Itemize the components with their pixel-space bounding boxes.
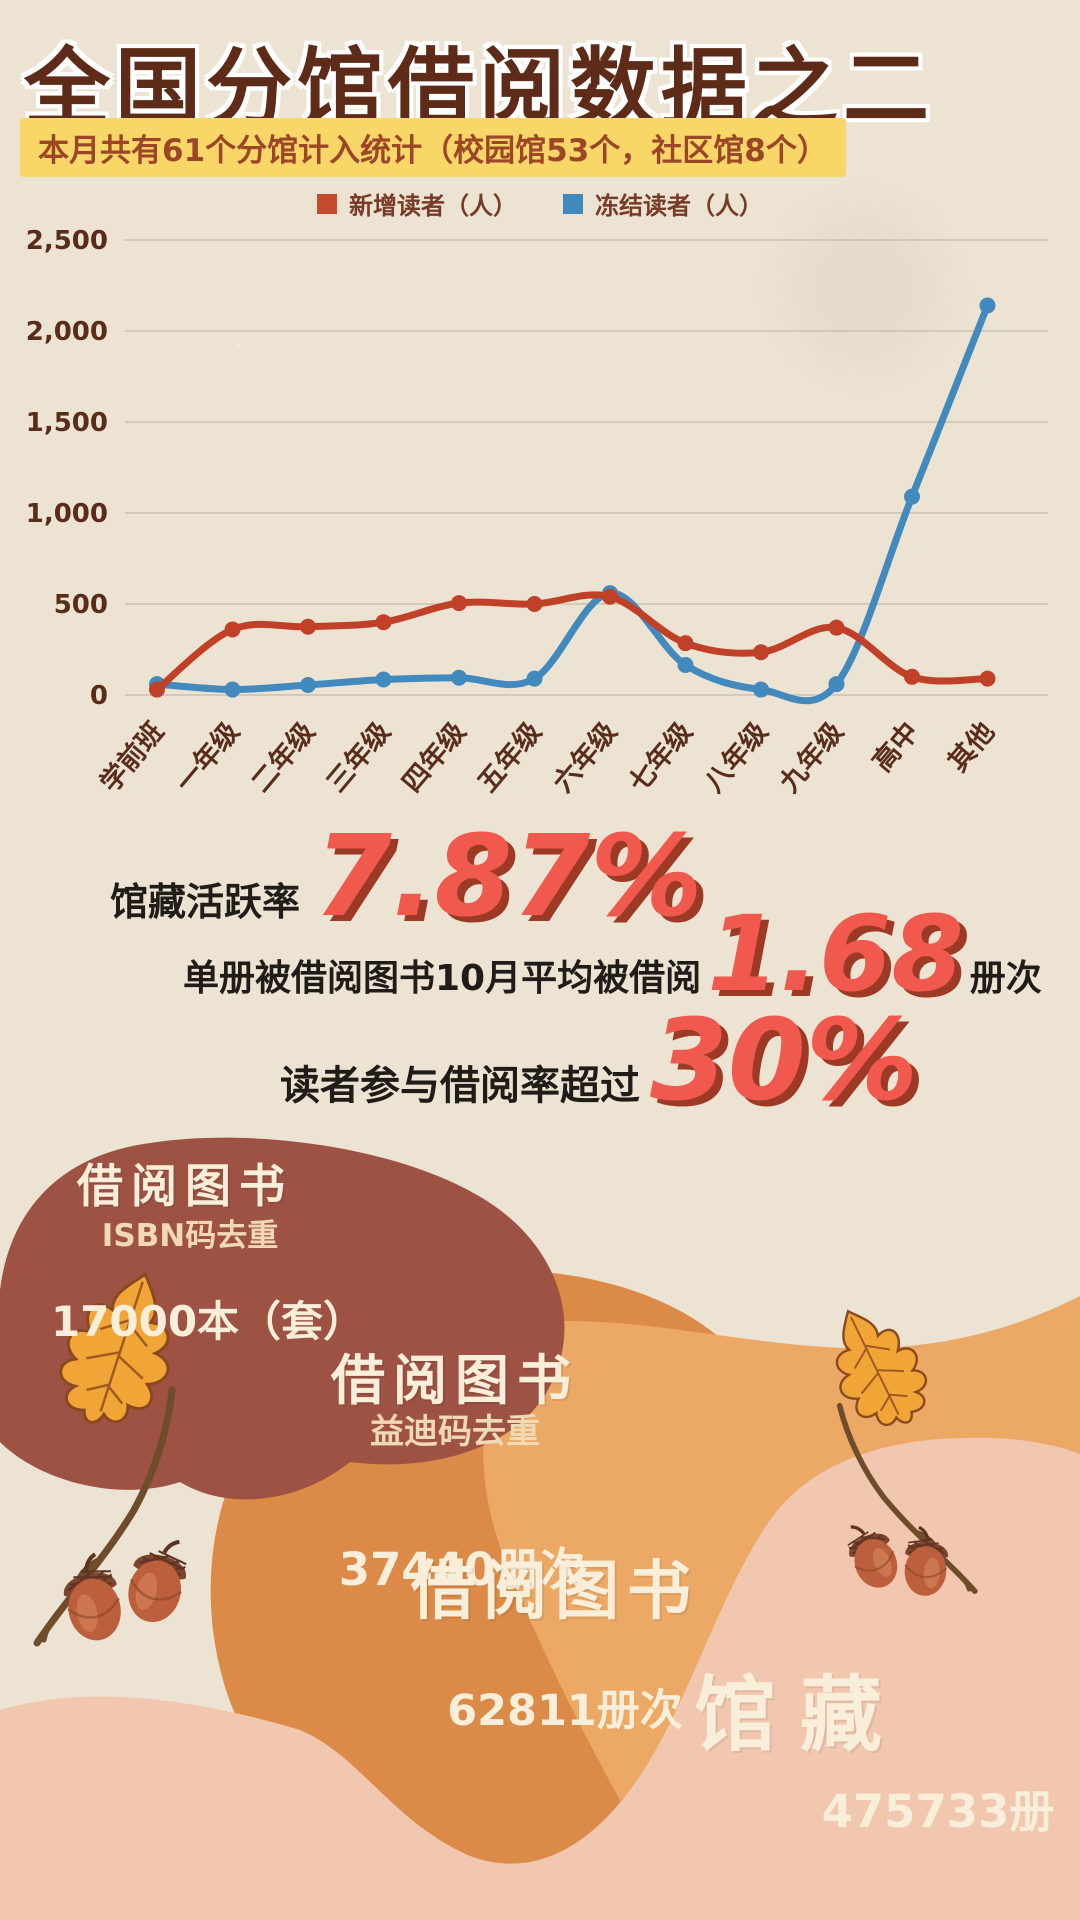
data-point (904, 668, 920, 685)
data-point (451, 669, 467, 686)
isbn-blob-value: 17000本（套） (50, 1297, 366, 1346)
x-axis-tick-label: 一年级 (169, 716, 246, 799)
data-point (526, 596, 543, 612)
x-axis-tick-label: 学前班 (94, 716, 171, 799)
x-axis-tick-label: 二年级 (245, 716, 322, 799)
yidi-blob-value: 37440册次 (338, 1543, 586, 1596)
data-point (979, 297, 996, 314)
data-point (828, 619, 845, 636)
yidi-blob-title: 借阅图书 (331, 1349, 579, 1412)
data-point (375, 671, 392, 688)
stat-value: 7.87% (314, 812, 703, 942)
collection-blob-value: 475733册 (821, 1785, 1055, 1838)
x-axis-tick-label: 六年级 (547, 716, 624, 799)
y-axis-tick-label: 2,000 (26, 317, 108, 347)
data-point (979, 670, 996, 687)
series-line-新增读者（人） (153, 591, 991, 694)
data-point (602, 588, 618, 605)
data-point (451, 595, 467, 612)
x-axis-tick-label: 八年级 (698, 716, 775, 799)
data-point (753, 644, 769, 661)
x-axis-tick-label: 四年级 (396, 716, 473, 799)
data-point (149, 681, 165, 698)
data-point (828, 676, 845, 693)
total-blob-value: 62811册次 (447, 1686, 683, 1736)
data-point (300, 618, 316, 635)
total-blob-title: 借阅图书 (411, 1555, 699, 1629)
x-axis-tick-label: 其他 (942, 717, 1000, 778)
data-point (375, 614, 392, 631)
isbn-blob-title: 借阅图书 (77, 1159, 293, 1213)
stat-avg-borrow: 单册被借阅图书10月平均被借阅 1.68 册次 (183, 893, 1042, 1015)
x-axis-tick-label: 七年级 (622, 716, 699, 799)
y-axis-tick-label: 1,500 (26, 408, 108, 438)
stat-label: 馆藏活跃率 (110, 880, 301, 924)
legend-label: 冻结读者（人） (595, 192, 763, 220)
data-point (300, 676, 316, 693)
x-axis-tick-label: 高中 (866, 716, 925, 778)
data-point (753, 681, 769, 698)
stat-label: 读者参与借阅率超过 (280, 1063, 640, 1109)
subtitle-highlight: 本月共有61个分馆计入统计（校园馆53个，社区馆8个） (20, 118, 846, 177)
x-axis-tick-label: 九年级 (773, 716, 850, 799)
y-axis-tick-label: 1,000 (26, 499, 108, 529)
data-point (677, 656, 694, 673)
stat-value: 1.68 (707, 893, 964, 1015)
x-axis-tick-label: 三年级 (320, 716, 397, 799)
y-axis-tick-label: 2,500 (26, 226, 108, 256)
data-point (224, 621, 241, 638)
legend-item-frozen-readers: 冻结读者（人） (563, 186, 763, 221)
yidi-blob-subtitle: 益迪码去重 (370, 1412, 540, 1452)
y-axis-tick-label: 500 (54, 590, 108, 620)
isbn-blob-subtitle: ISBN码去重 (101, 1218, 279, 1254)
data-point (904, 488, 920, 505)
collection-blob-title: 馆藏 (693, 1668, 907, 1763)
y-axis-tick-label: 0 (90, 681, 108, 711)
data-point (526, 670, 543, 687)
legend-item-new-readers: 新增读者（人） (317, 186, 517, 221)
stat-suffix: 册次 (969, 958, 1042, 999)
legend-label: 新增读者（人） (349, 192, 517, 220)
blob-pink (0, 1437, 1080, 1920)
legend-swatch-red (317, 193, 337, 214)
stat-participation: 读者参与借阅率超过 30% (280, 996, 919, 1126)
x-axis-tick-label: 五年级 (471, 716, 548, 799)
chart-legend: 新增读者（人） 冻结读者（人） (0, 186, 1080, 221)
stat-label: 单册被借阅图书10月平均被借阅 (183, 958, 702, 999)
stat-active-rate: 馆藏活跃率 7.87% (110, 812, 703, 942)
data-point (677, 635, 694, 652)
data-point (224, 681, 241, 698)
legend-swatch-blue (563, 193, 583, 214)
stat-value: 30% (650, 996, 919, 1126)
